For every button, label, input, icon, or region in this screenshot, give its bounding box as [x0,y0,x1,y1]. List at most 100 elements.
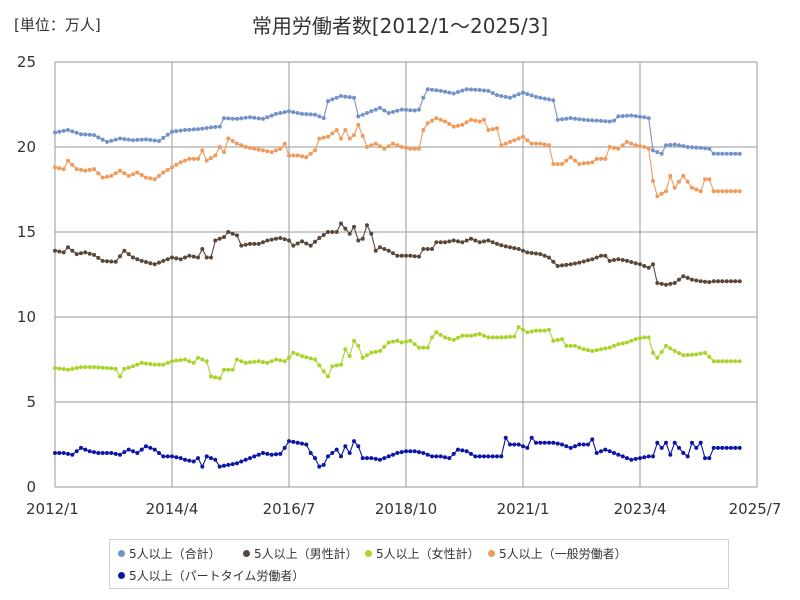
data-point [408,338,413,343]
data-point [516,325,521,330]
data-point [577,162,582,166]
data-point [620,114,625,119]
data-point [243,360,248,365]
data-point [191,360,196,365]
line-chart: 0 5 10 15 20 25 2012/1 2014/4 2016/7 2018/10 2021/… [17,53,781,518]
data-point [152,262,157,267]
data-point [317,136,322,141]
data-point [438,332,443,337]
data-point [534,251,538,256]
data-point [369,231,374,236]
data-point [677,179,681,184]
data-point [274,236,278,241]
data-point [486,238,491,243]
data-point [252,359,257,364]
data-point [217,145,222,149]
data-point [308,112,313,117]
data-point [672,281,677,285]
data-point [707,177,712,182]
data-point [716,189,720,194]
data-point [707,354,712,359]
data-point [469,87,473,92]
data-point [200,148,205,153]
data-point [538,440,543,445]
data-point [291,439,296,444]
data-point [698,279,703,284]
data-point [53,366,57,370]
data-point [590,118,595,123]
data-point [135,257,140,262]
data-point [599,253,603,258]
data-point [681,451,686,455]
data-point [525,330,530,335]
legend-label: 5人以上（男性計） [254,547,358,561]
data-point [213,375,218,380]
data-point [161,135,166,140]
data-point [295,440,300,445]
data-point [681,173,686,178]
data-point [317,363,322,368]
data-point [408,449,413,454]
data-point [573,343,577,348]
data-point [252,454,257,459]
y-tick-label: 15 [17,223,36,241]
data-point [157,173,161,178]
data-point [79,132,83,137]
data-point [274,452,278,457]
unit-label: [単位：万人] [14,16,101,34]
data-point [96,171,101,176]
data-point [352,95,356,100]
data-point [694,445,699,450]
data-point [287,109,291,114]
data-point [642,115,647,120]
data-point [495,126,499,131]
data-point [716,151,720,156]
data-point [534,94,538,99]
data-point [265,238,270,243]
data-point [646,454,651,459]
data-point [594,118,599,123]
data-point [139,447,144,452]
data-point [729,151,733,156]
data-point [256,359,261,364]
data-point [716,279,720,284]
data-point [447,336,452,341]
data-point [373,141,378,146]
data-point [672,185,677,190]
data-point [534,141,538,146]
data-point [612,343,616,348]
data-point [317,464,322,469]
data-point [122,450,127,455]
data-point [655,194,660,199]
data-point [235,141,239,146]
data-point [560,117,564,122]
data-point [291,350,296,355]
data-point [386,111,391,115]
legend-item: 5人以上（一般労働者） [488,545,627,562]
data-point [282,445,287,450]
data-point [456,90,460,94]
data-point [633,337,638,342]
data-point [547,143,551,148]
data-point [729,279,733,284]
data-point [555,338,560,342]
data-point [157,260,161,265]
data-point [607,345,612,350]
data-point [183,158,187,163]
data-point [542,253,547,258]
data-point [313,112,317,117]
data-point [633,114,638,119]
data-point [126,447,131,452]
data-point [83,447,88,452]
data-point [79,251,83,256]
data-point [551,440,556,445]
data-point [625,139,629,144]
data-point [412,254,417,259]
legend-item: 5人以上（パートタイム労働者） [118,567,304,584]
data-point [625,113,629,118]
data-point [646,116,651,121]
data-point [469,451,473,456]
data-point [373,248,378,253]
data-point [135,137,140,142]
data-point [282,359,287,364]
